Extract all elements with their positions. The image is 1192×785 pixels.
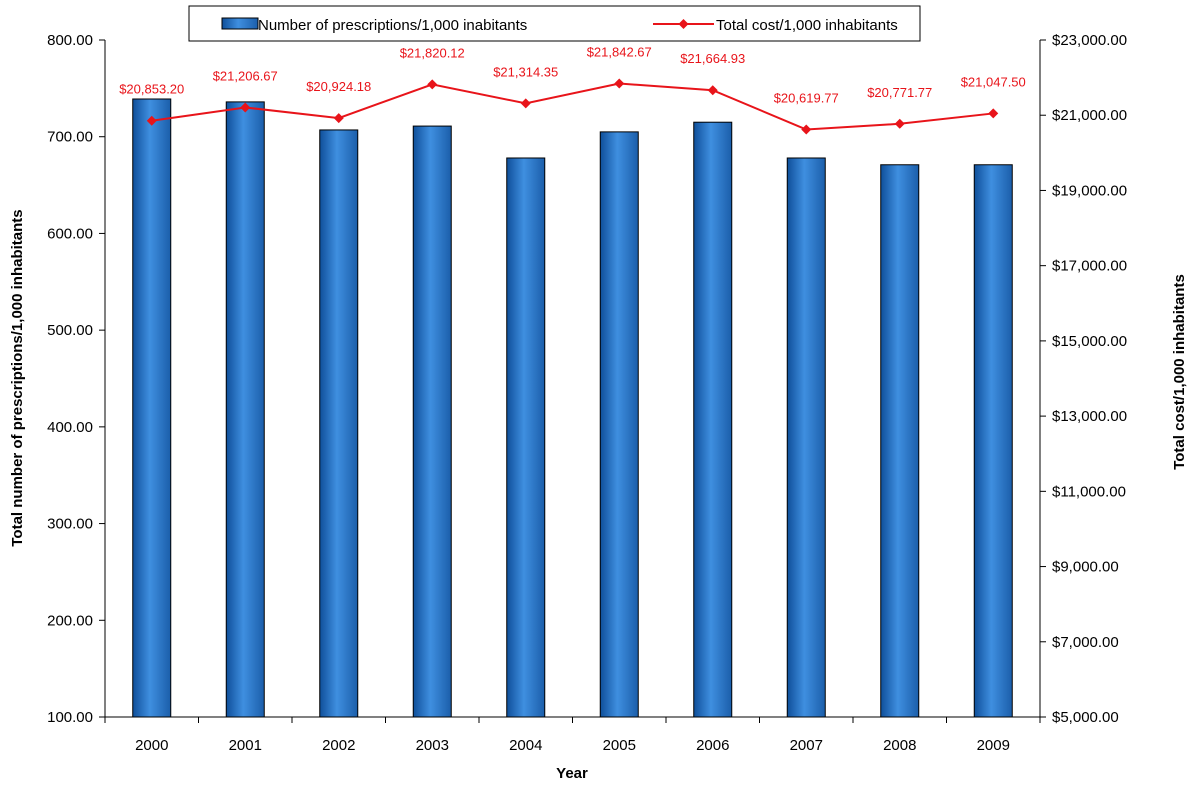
x-tick-label: 2007 — [790, 737, 823, 754]
data-label: $21,842.67 — [587, 45, 652, 60]
y-tick-label: 300.00 — [47, 516, 93, 533]
bar — [786, 157, 826, 718]
data-label: $20,924.18 — [306, 79, 371, 94]
legend-line-label: Total cost/1,000 inhabitants — [716, 17, 898, 34]
legend-bar-swatch — [221, 17, 259, 30]
bar — [693, 121, 733, 718]
legend-bar-label: Number of prescriptions/1,000 inabitants — [258, 17, 527, 34]
line-point — [894, 118, 905, 129]
x-tick-label: 2002 — [322, 737, 355, 754]
line-point — [240, 102, 251, 113]
y2-tick-label: $5,000.00 — [1052, 709, 1119, 726]
y-tick-label: 500.00 — [47, 322, 93, 339]
y2-axis-title: Total cost/1,000 inhabitants — [1171, 274, 1188, 470]
data-label: $21,314.35 — [493, 64, 558, 79]
line-point — [988, 108, 999, 119]
data-label: $21,206.67 — [213, 68, 278, 83]
y-tick-label: 200.00 — [47, 612, 93, 629]
line-point — [427, 79, 438, 90]
x-tick-label: 2005 — [603, 737, 636, 754]
data-label: $21,820.12 — [400, 45, 465, 60]
y-tick-label: 800.00 — [47, 32, 93, 49]
data-label: $20,771.77 — [867, 85, 932, 100]
line-path — [151, 82, 994, 131]
y2-tick-label: $17,000.00 — [1052, 258, 1127, 275]
x-tick-label: 2001 — [229, 737, 262, 754]
y2-tick-label: $23,000.00 — [1052, 32, 1127, 49]
y2-tick-label: $9,000.00 — [1052, 559, 1119, 576]
axes: 800.00 700.00 600.00 500.00 400.00 300.00 200.… — [47, 32, 1127, 754]
x-tick-label: 2008 — [883, 737, 916, 754]
bar — [506, 157, 546, 718]
bar — [319, 129, 359, 718]
data-label: $20,619.77 — [774, 91, 839, 106]
line-point — [707, 85, 718, 96]
data-label: $21,664.93 — [680, 51, 745, 66]
line-point — [520, 98, 531, 109]
x-tick-label: 2004 — [509, 737, 542, 754]
data-label: $20,853.20 — [119, 82, 184, 97]
data-label: $21,047.50 — [961, 74, 1026, 89]
y-tick-label: 100.00 — [47, 709, 93, 726]
line-point — [614, 78, 625, 89]
bar — [132, 98, 172, 718]
y2-tick-label: $13,000.00 — [1052, 408, 1127, 425]
legend-line-marker — [678, 19, 689, 29]
x-tick-label: 2009 — [977, 737, 1010, 754]
bar-series — [132, 98, 1013, 718]
line-point — [801, 124, 812, 135]
x-tick-label: 2003 — [416, 737, 449, 754]
bar — [599, 131, 639, 718]
y-tick-label: 600.00 — [47, 225, 93, 242]
bar — [973, 164, 1013, 718]
x-axis-title: Year — [556, 765, 588, 782]
legend-box — [188, 5, 921, 42]
x-tick-label: 2000 — [135, 737, 168, 754]
line-point — [333, 113, 344, 124]
y-tick-label: 700.00 — [47, 129, 93, 146]
x-tick-label: 2006 — [696, 737, 729, 754]
y-tick-label: 400.00 — [47, 419, 93, 436]
bar — [880, 164, 920, 718]
y2-tick-label: $21,000.00 — [1052, 107, 1127, 124]
y2-tick-label: $15,000.00 — [1052, 333, 1127, 350]
y-axis-title: Total number of prescriptions/1,000 inha… — [9, 209, 26, 546]
line-point — [146, 115, 157, 126]
bar — [412, 125, 452, 718]
y2-tick-label: $19,000.00 — [1052, 182, 1127, 199]
y2-tick-label: $7,000.00 — [1052, 634, 1119, 651]
y2-tick-label: $11,000.00 — [1052, 483, 1126, 500]
legend: Number of prescriptions/1,000 inabitants… — [188, 5, 921, 42]
bar — [225, 101, 265, 718]
line-series: $20,853.20 $21,206.67 $20,924.18 $21,820.12… — [119, 45, 1026, 135]
